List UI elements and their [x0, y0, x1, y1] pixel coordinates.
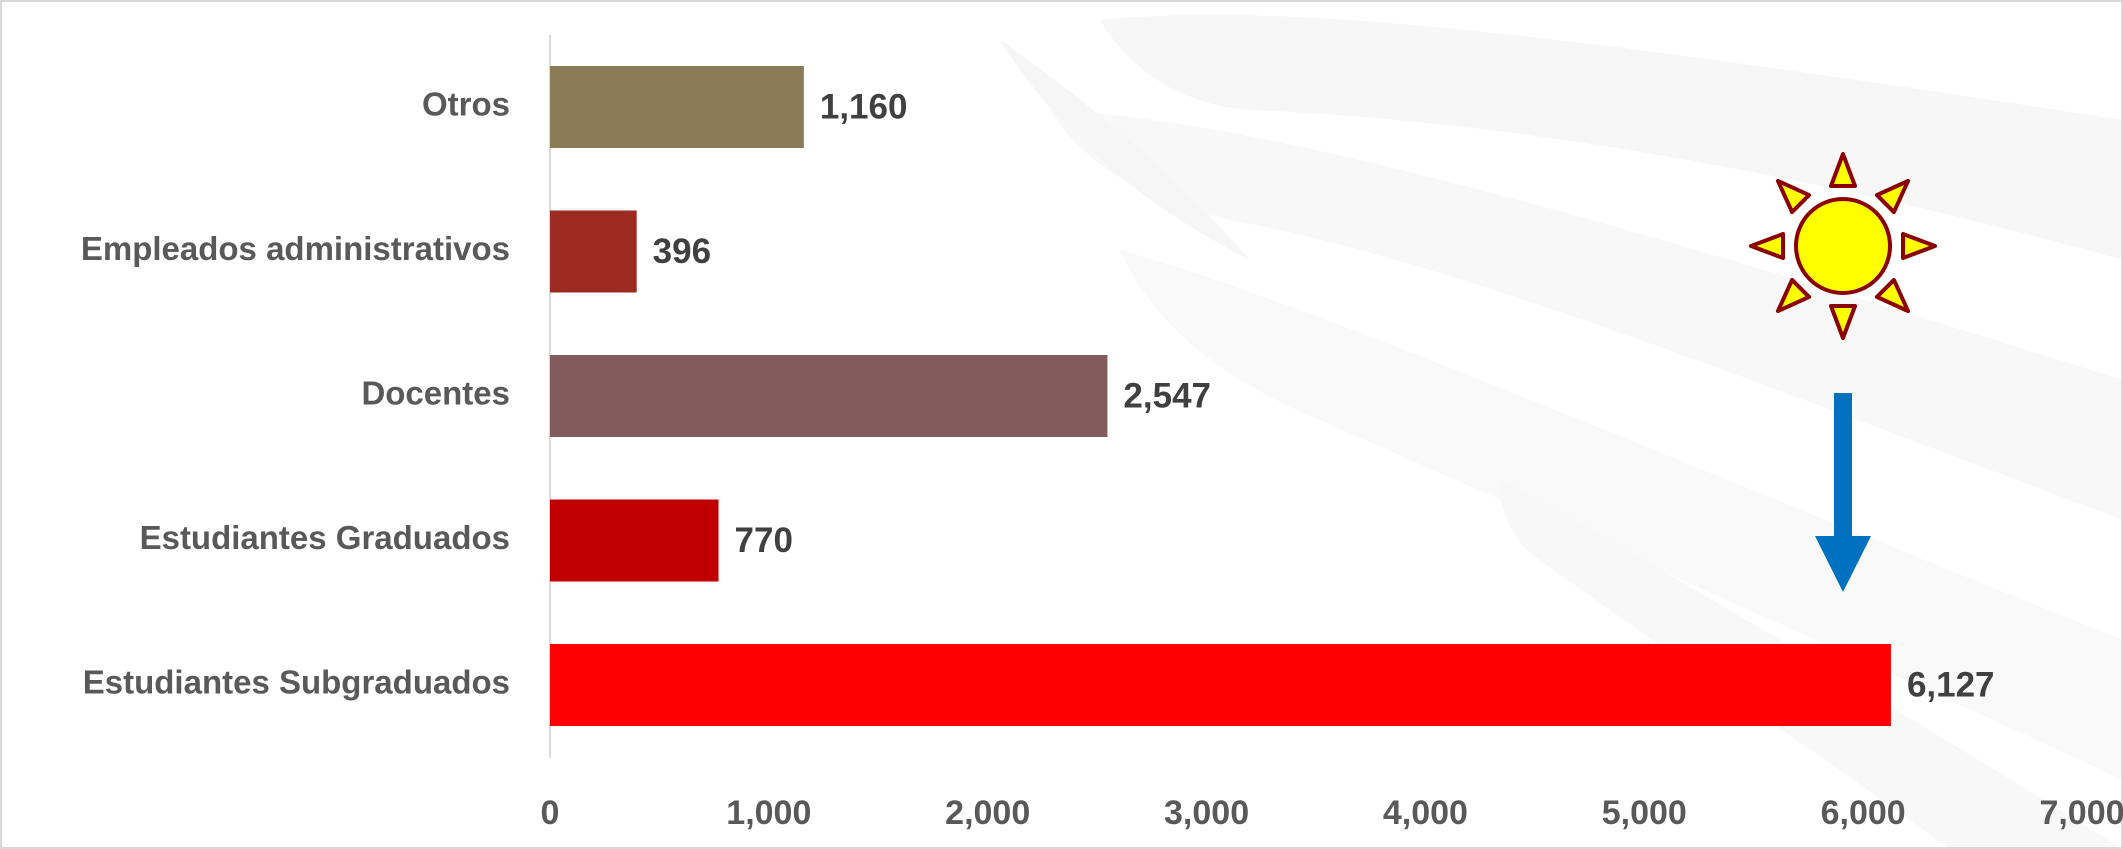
value-label: 6,127 [1907, 665, 1995, 704]
sun-ray [1901, 232, 1937, 260]
x-tick-label: 6,000 [1821, 794, 1906, 832]
x-tick-label: 3,000 [1164, 794, 1249, 832]
category-label: Docentes [361, 375, 510, 412]
value-label: 2,547 [1123, 376, 1211, 415]
value-label: 770 [735, 521, 793, 560]
arrow-down-icon [1815, 393, 1871, 592]
value-label: 1,160 [820, 87, 908, 126]
x-tick-label: 4,000 [1383, 794, 1468, 832]
sun-icon [1749, 152, 1937, 340]
sun-ray [1775, 277, 1812, 314]
category-label: Estudiantes Subgraduados [83, 664, 510, 701]
category-label: Empleados administrativos [81, 230, 510, 267]
bar-0 [550, 66, 804, 148]
bar-3 [550, 499, 719, 582]
x-tick-label: 0 [541, 794, 560, 832]
value-label: 396 [653, 232, 711, 271]
bar-1 [550, 210, 637, 293]
sun-ray [1775, 178, 1812, 215]
category-label: Estudiantes Graduados [140, 519, 510, 556]
x-tick-label: 2,000 [945, 794, 1030, 832]
sun-ray [1829, 152, 1857, 188]
bar-4 [550, 644, 1891, 726]
x-tick-label: 7,000 [2039, 794, 2123, 832]
bar-2 [550, 355, 1108, 437]
value-labels: 1,160 396 2,547 770 6,127 [653, 87, 1995, 704]
sun-ray [1829, 304, 1857, 340]
category-labels: Otros Empleados administrativos Docentes Es… [81, 86, 510, 701]
sun-ray [1749, 232, 1785, 260]
x-tick-labels: 0 1,000 2,000 3,000 4,000 5,000 6,000 7,000 [541, 794, 2123, 832]
x-tick-label: 5,000 [1602, 794, 1687, 832]
sun-ray [1874, 277, 1911, 314]
category-label: Otros [422, 86, 510, 123]
x-tick-label: 1,000 [726, 794, 811, 832]
bars [550, 66, 1891, 726]
sun-ray [1874, 178, 1911, 215]
